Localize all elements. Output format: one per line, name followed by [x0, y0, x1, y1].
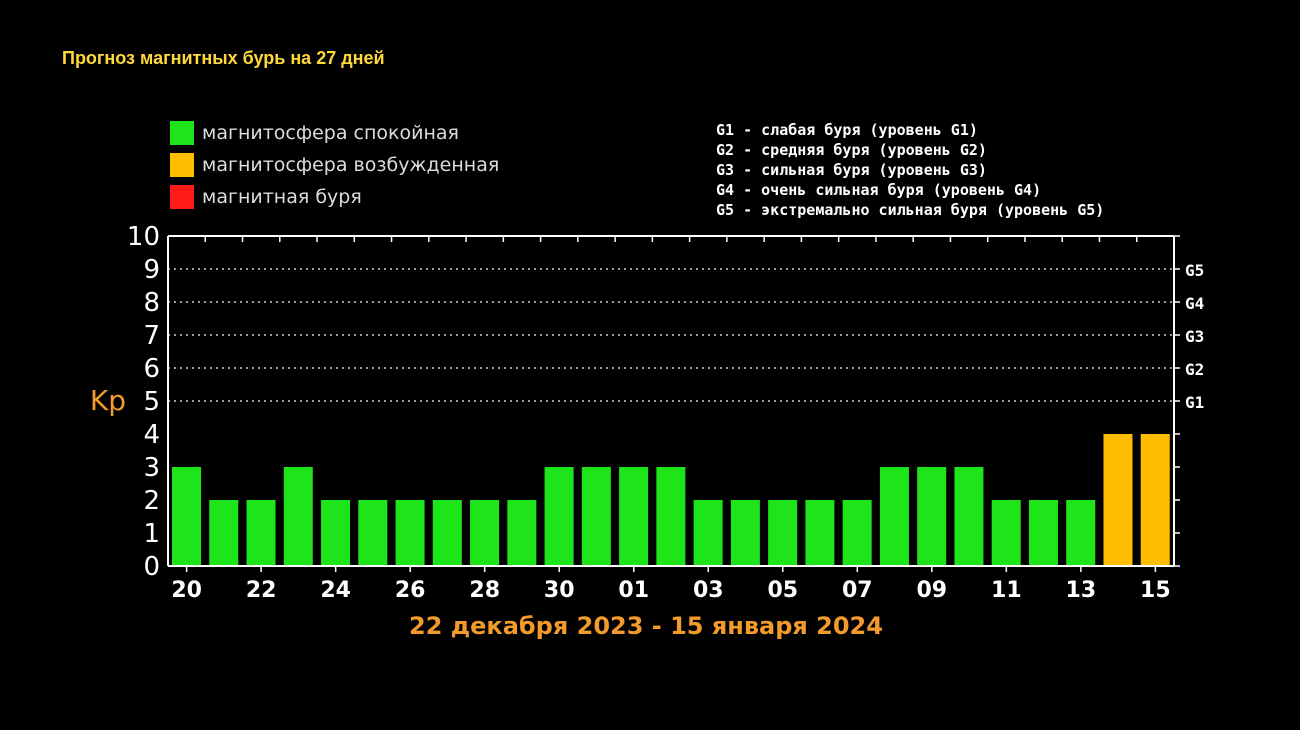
bar: [321, 500, 351, 566]
y-tick-label: 8: [143, 288, 160, 318]
y-tick-label: 10: [127, 222, 160, 252]
x-tick-label: 30: [544, 578, 575, 603]
bar: [470, 500, 500, 566]
bar: [619, 467, 649, 566]
y-tick-label: 5: [143, 387, 160, 417]
bar: [544, 467, 574, 566]
g-legend-g3: G3 - сильная буря (уровень G3): [716, 161, 987, 179]
bar: [1140, 434, 1170, 566]
x-tick-label: 26: [395, 578, 426, 603]
bar: [395, 500, 425, 566]
x-tick-label: 01: [618, 578, 649, 603]
bar: [283, 467, 313, 566]
bar: [581, 467, 611, 566]
bar: [954, 467, 984, 566]
x-tick-label: 07: [842, 578, 873, 603]
x-tick-label: 28: [469, 578, 500, 603]
bar: [172, 467, 201, 566]
y-tick-label: 6: [143, 354, 160, 384]
bar: [842, 500, 872, 566]
legend-swatch-storm: [170, 185, 194, 209]
y-tick-label: 7: [143, 321, 160, 351]
bar: [507, 500, 537, 566]
g-level-label: G2: [1185, 360, 1204, 379]
y-tick-label: 0: [143, 552, 160, 582]
y-tick-label: 2: [143, 486, 160, 516]
legend-label-storm: магнитная буря: [202, 186, 362, 208]
bar: [656, 467, 686, 566]
bar: [730, 500, 760, 566]
bar: [805, 500, 835, 566]
x-tick-label: 15: [1140, 578, 1171, 603]
legend-label-calm: магнитосфера спокойная: [202, 122, 459, 144]
bar: [246, 500, 276, 566]
legend-label-excited: магнитосфера возбужденная: [202, 154, 500, 176]
x-tick-label: 13: [1066, 578, 1097, 603]
bar: [358, 500, 388, 566]
bar: [209, 500, 239, 566]
g-legend-g5: G5 - экстремально сильная буря (уровень …: [716, 201, 1105, 219]
bar: [432, 500, 462, 566]
x-tick-label: 24: [320, 578, 351, 603]
bar: [991, 500, 1021, 566]
g-level-label: G1: [1185, 393, 1204, 412]
bar: [693, 500, 723, 566]
x-tick-label: 09: [917, 578, 948, 603]
g-legend-g1: G1 - слабая буря (уровень G1): [716, 121, 978, 139]
x-tick-label: 11: [991, 578, 1022, 603]
bar: [768, 500, 798, 566]
y-tick-label: 3: [143, 453, 160, 483]
x-tick-label: 05: [767, 578, 798, 603]
date-range: 22 декабря 2023 - 15 января 2024: [409, 612, 883, 640]
y-tick-label: 1: [143, 519, 160, 549]
g-legend-g4: G4 - очень сильная буря (уровень G4): [716, 181, 1042, 199]
bar: [917, 467, 947, 566]
y-tick-label: 4: [143, 420, 160, 450]
legend-swatch-calm: [170, 121, 194, 145]
g-level-label: G4: [1185, 294, 1204, 313]
y-tick-label: 9: [143, 255, 160, 285]
x-tick-label: 20: [171, 578, 202, 603]
g-legend-g2: G2 - средняя буря (уровень G2): [716, 141, 987, 159]
g-level-label: G3: [1185, 327, 1204, 346]
g-level-label: G5: [1185, 261, 1204, 280]
y-axis-label: Kp: [90, 384, 126, 417]
bar: [1103, 434, 1133, 566]
bar: [879, 467, 909, 566]
bar: [1028, 500, 1058, 566]
chart-title: Прогноз магнитных бурь на 27 дней: [62, 48, 385, 68]
legend-swatch-excited: [170, 153, 194, 177]
x-tick-label: 03: [693, 578, 724, 603]
x-tick-label: 22: [246, 578, 277, 603]
bar: [1066, 500, 1096, 566]
